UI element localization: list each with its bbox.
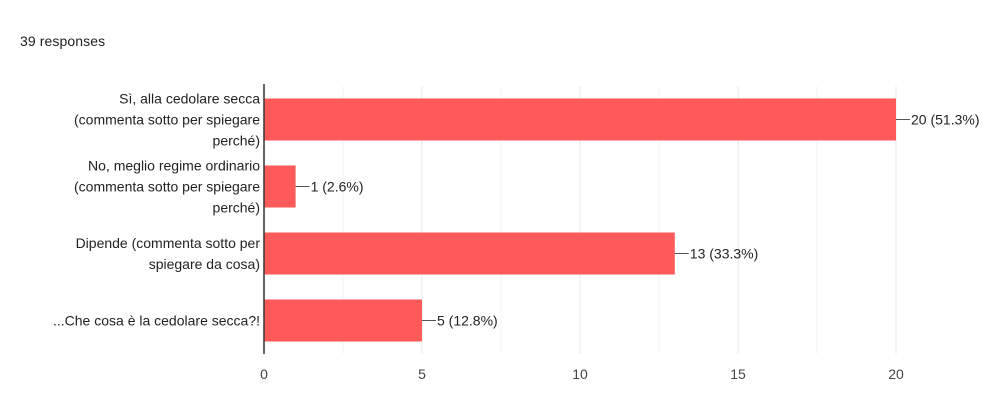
category-label-line: (commenta sotto per spiegare [74, 112, 260, 128]
category-label-line: Sì, alla cedolare secca [119, 91, 260, 107]
bar [264, 232, 675, 275]
category-label: Dipende (commenta sotto per spiegare da c… [76, 235, 261, 272]
category-label: ...Che cosa è la cedolare secca?! [53, 313, 260, 329]
category-label-line: perché) [213, 200, 260, 216]
x-tick-label: 0 [260, 366, 268, 382]
bars [264, 98, 896, 342]
x-tick-label: 10 [572, 366, 588, 382]
labels: 0 5 10 15 20 20 (51.3%) Sì, alla cedolare secc… [53, 91, 980, 383]
data-label: 5 (12.8%) [437, 313, 498, 329]
category-label-line: (commenta sotto per spiegare [74, 179, 260, 195]
x-tick-label: 5 [418, 366, 426, 382]
data-label: 20 (51.3%) [911, 112, 979, 128]
bar [264, 98, 896, 141]
bar [264, 165, 296, 208]
data-label: 13 (33.3%) [690, 246, 758, 262]
category-label: No, meglio regime ordinario (commenta sot… [74, 158, 260, 216]
x-tick-label: 20 [888, 366, 904, 382]
category-label-line: ...Che cosa è la cedolare secca?! [53, 313, 260, 329]
x-tick-label: 15 [730, 366, 746, 382]
category-label-line: spiegare da cosa) [149, 256, 260, 272]
category-label-line: No, meglio regime ordinario [88, 158, 260, 174]
responses-count: 39 responses [20, 33, 106, 49]
bar [264, 299, 422, 342]
data-label: 1 (2.6%) [311, 179, 364, 195]
category-label: Sì, alla cedolare secca (commenta sotto p… [74, 91, 260, 149]
category-label-line: perché) [213, 133, 260, 149]
category-label-line: Dipende (commenta sotto per [76, 235, 261, 251]
